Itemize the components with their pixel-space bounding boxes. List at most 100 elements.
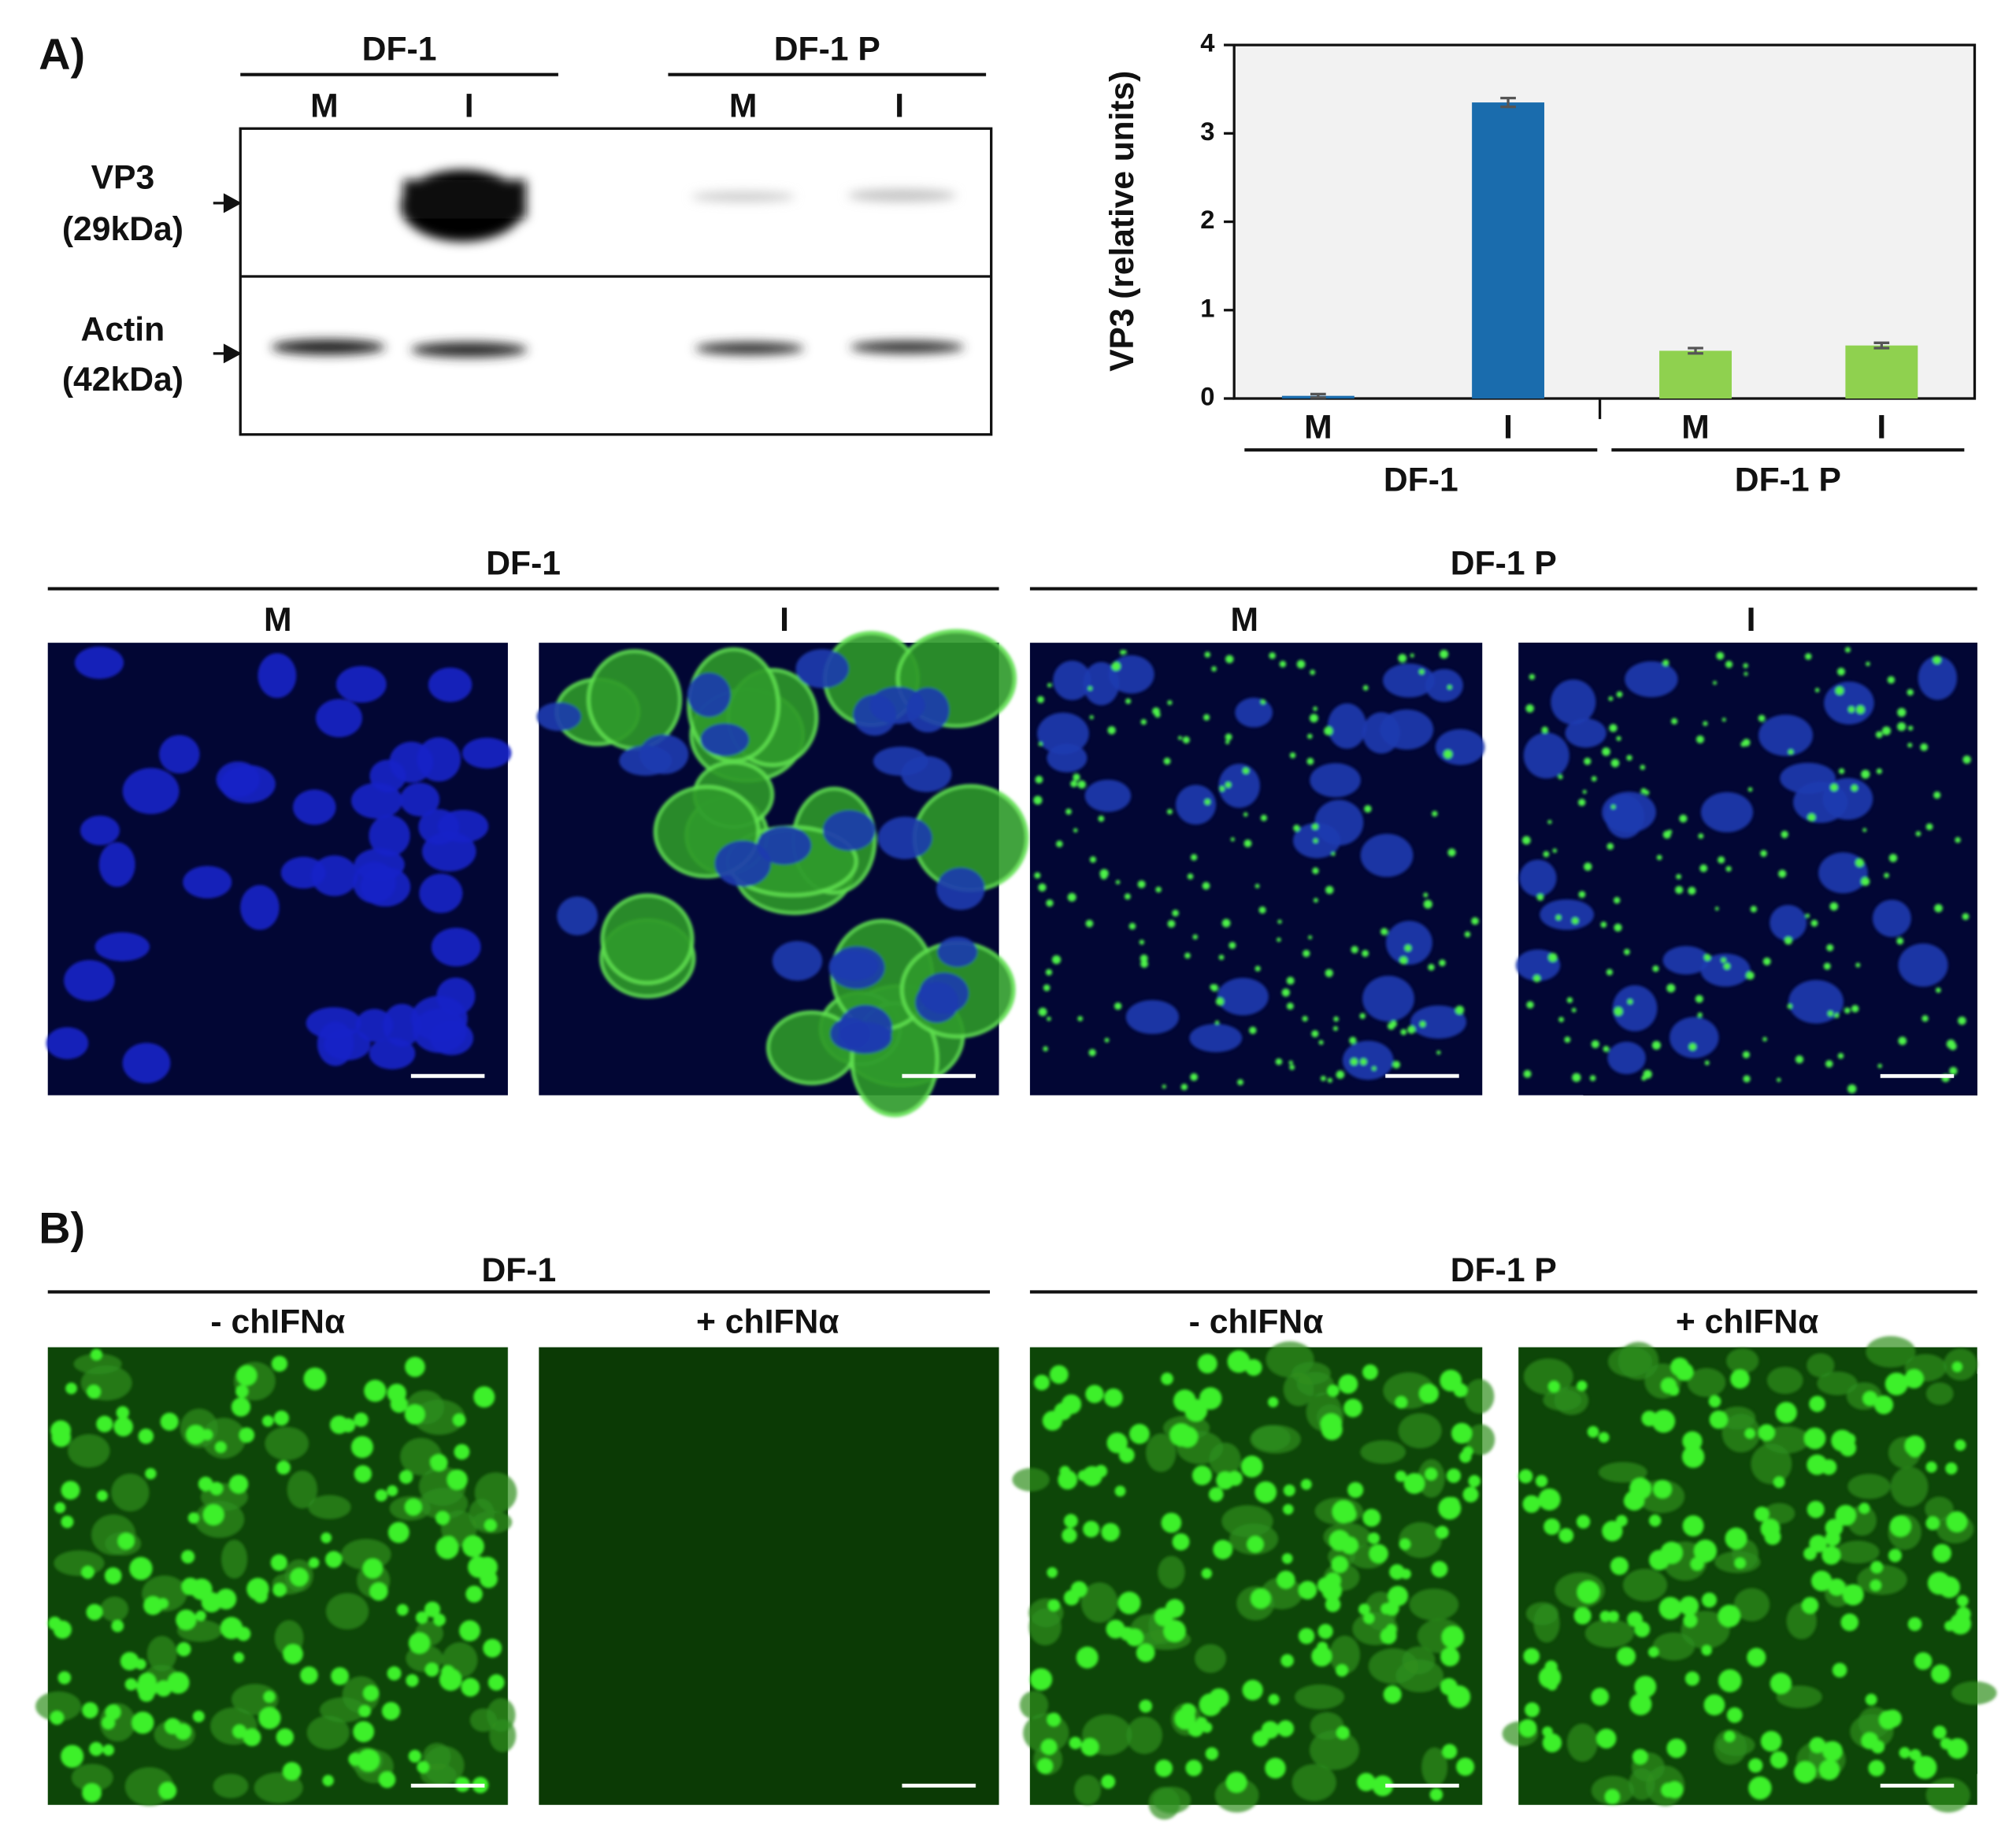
puncta bbox=[1949, 1066, 1958, 1076]
puncta bbox=[1898, 1036, 1907, 1046]
infected-cell bbox=[96, 1490, 108, 1502]
infected-cell bbox=[1701, 1592, 1718, 1608]
puncta bbox=[1038, 742, 1043, 747]
puncta bbox=[1077, 780, 1086, 789]
infected-cell bbox=[1803, 1427, 1826, 1450]
puncta bbox=[1137, 880, 1146, 888]
puncta bbox=[1543, 851, 1550, 858]
puncta bbox=[1225, 781, 1232, 788]
puncta bbox=[1163, 757, 1171, 765]
puncta bbox=[1312, 823, 1318, 830]
nucleus bbox=[1540, 899, 1595, 930]
nucleus bbox=[369, 814, 410, 857]
infected-cell bbox=[1758, 1424, 1776, 1441]
infected-cell bbox=[1298, 1581, 1317, 1599]
puncta bbox=[1695, 995, 1703, 1003]
infected-cell bbox=[1049, 1365, 1069, 1384]
infected-cell bbox=[1129, 1424, 1150, 1444]
infected-cell bbox=[202, 1429, 213, 1440]
infected-cell bbox=[202, 1503, 224, 1525]
puncta bbox=[1781, 830, 1788, 839]
infected-cell bbox=[282, 1762, 302, 1781]
infected-cell bbox=[1518, 1469, 1533, 1484]
infected-cell bbox=[1773, 1476, 1785, 1488]
puncta bbox=[1844, 647, 1851, 653]
infected-cell bbox=[1033, 1374, 1050, 1391]
puncta bbox=[1404, 944, 1412, 952]
puncta bbox=[1313, 898, 1318, 903]
infected-cell bbox=[198, 1477, 213, 1492]
infected-cell bbox=[89, 1741, 103, 1756]
infected-cell bbox=[1888, 1548, 1902, 1562]
cell bbox=[1598, 1462, 1647, 1483]
infected-cell bbox=[105, 1704, 121, 1720]
group-label: DF-1 bbox=[481, 1251, 556, 1289]
infected-cell bbox=[160, 1412, 179, 1431]
infected-cell bbox=[1173, 1389, 1196, 1412]
nucleus bbox=[1235, 697, 1273, 728]
infected-cell bbox=[86, 1603, 103, 1621]
puncta bbox=[1713, 680, 1717, 685]
infected-cell bbox=[1591, 1688, 1610, 1706]
infected-cell bbox=[408, 1749, 422, 1763]
image-content bbox=[1502, 1336, 1997, 1813]
group-label: DF-1 P bbox=[1735, 461, 1841, 499]
puncta bbox=[1128, 922, 1136, 930]
infected-cell bbox=[220, 1617, 243, 1640]
cell bbox=[1309, 1729, 1360, 1770]
puncta bbox=[1614, 1006, 1623, 1016]
infected-cell bbox=[192, 1711, 205, 1722]
nucleus bbox=[1793, 781, 1848, 823]
nucleus bbox=[258, 653, 297, 699]
infected-cell bbox=[1889, 1515, 1912, 1537]
infected-cell bbox=[476, 1556, 498, 1577]
cell bbox=[1836, 1540, 1880, 1564]
puncta bbox=[1269, 652, 1276, 659]
nucleus bbox=[316, 699, 363, 738]
cell bbox=[423, 1743, 451, 1770]
nucleus bbox=[1565, 718, 1606, 748]
infected-cell bbox=[1648, 1514, 1662, 1527]
blot-arrows bbox=[213, 193, 243, 364]
image-content bbox=[1033, 650, 1485, 1091]
nucleus bbox=[1385, 921, 1432, 965]
nucleus bbox=[122, 1043, 171, 1084]
puncta bbox=[1847, 706, 1855, 713]
infected-cell bbox=[1252, 1730, 1269, 1747]
infected-cell bbox=[1828, 1747, 1841, 1760]
puncta bbox=[1333, 1016, 1340, 1022]
puncta bbox=[1582, 789, 1587, 794]
infected-cell bbox=[273, 1410, 289, 1426]
cell bbox=[1925, 1777, 1970, 1813]
infected-cell bbox=[1161, 1372, 1173, 1385]
image-content bbox=[46, 646, 512, 1084]
puncta bbox=[1671, 717, 1678, 725]
puncta bbox=[1279, 660, 1287, 668]
infected-cell bbox=[276, 1460, 291, 1475]
infected-cell bbox=[54, 1502, 66, 1514]
cell bbox=[469, 1708, 498, 1733]
puncta bbox=[1922, 1015, 1929, 1022]
puncta bbox=[1400, 1029, 1407, 1036]
infected-cell bbox=[1661, 1782, 1676, 1798]
infected-cell bbox=[1451, 1422, 1473, 1444]
infected-cell bbox=[1347, 1481, 1364, 1498]
puncta bbox=[1447, 848, 1456, 857]
nucleus bbox=[1700, 953, 1751, 987]
infected-cell bbox=[1907, 1617, 1922, 1631]
infected-cell bbox=[1632, 1748, 1648, 1765]
infected-cell bbox=[1616, 1647, 1636, 1666]
infected-cell bbox=[233, 1651, 245, 1663]
nucleus bbox=[869, 686, 925, 725]
infected-cell bbox=[358, 1704, 372, 1718]
infected-cell bbox=[1653, 1480, 1673, 1499]
panel-label: M bbox=[1231, 601, 1259, 639]
infected-cell bbox=[357, 1748, 380, 1772]
infected-cell bbox=[1624, 1490, 1645, 1511]
puncta bbox=[1073, 773, 1080, 781]
puncta bbox=[1644, 790, 1650, 795]
nucleus bbox=[757, 826, 812, 865]
infected-cell bbox=[390, 1395, 408, 1413]
cell bbox=[306, 1715, 350, 1750]
cell bbox=[1751, 1444, 1792, 1485]
